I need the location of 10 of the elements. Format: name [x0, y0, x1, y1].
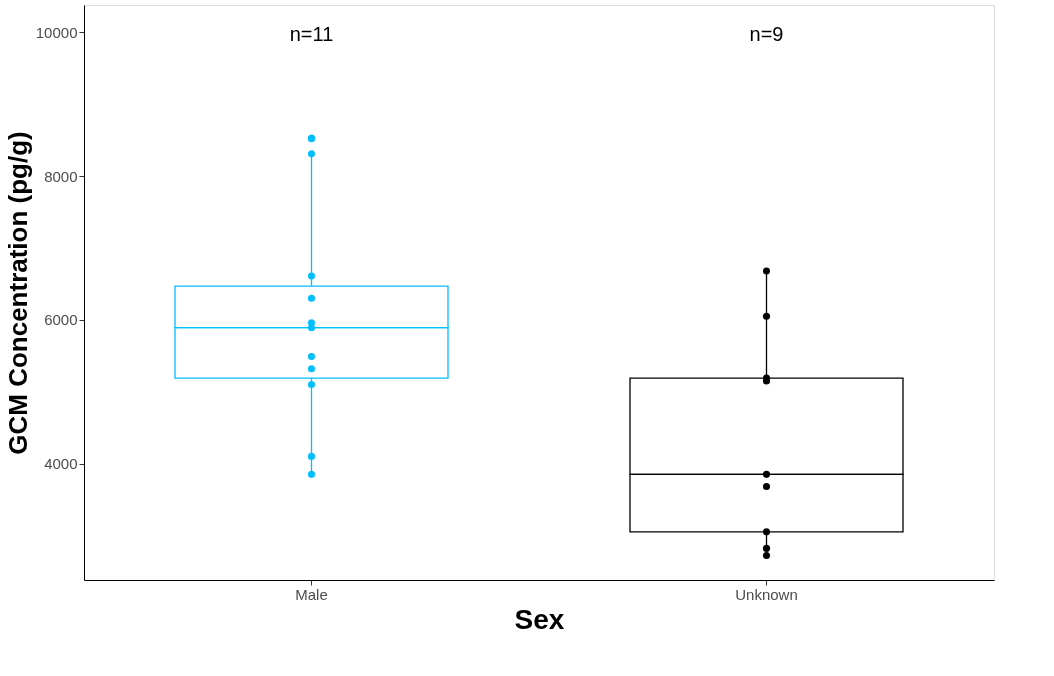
x-tick-label: Unknown [735, 585, 798, 603]
y-axis-title: GCM Concentration (pg/g) [2, 131, 33, 455]
y-tick-label: 8000 [44, 167, 78, 185]
x-axis-title: Sex [514, 603, 565, 635]
annotation: n=9 [749, 23, 784, 45]
y-tick-label: 4000 [44, 455, 78, 473]
x-tick-label: Male [295, 585, 328, 603]
annotation: n=11 [289, 23, 334, 45]
y-tick-label: 6000 [44, 311, 78, 329]
y-tick-label: 10000 [35, 23, 78, 41]
